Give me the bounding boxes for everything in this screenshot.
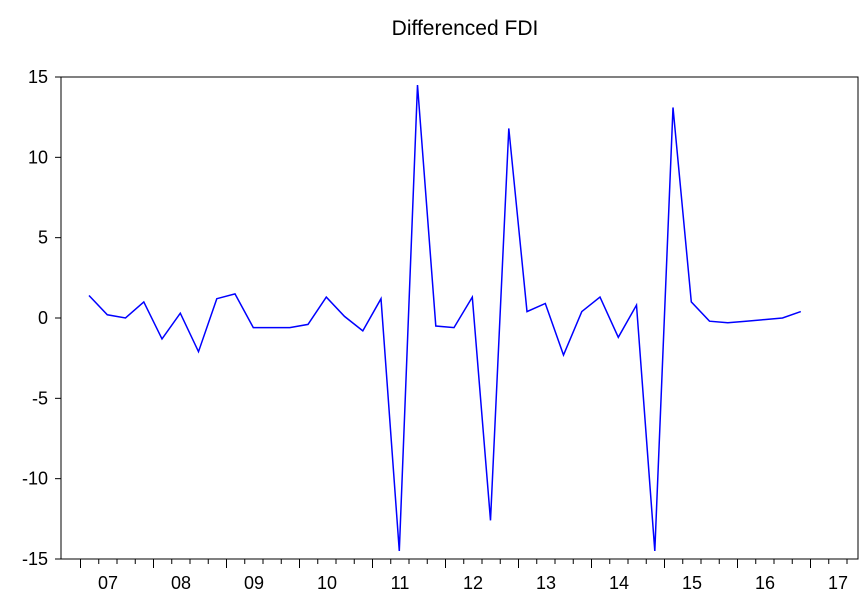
chart-title: Differenced FDI bbox=[391, 17, 539, 40]
y-axis: 15 10 5 0 -5 -10 -15 bbox=[22, 67, 61, 569]
x-tick-label: 09 bbox=[244, 573, 264, 593]
x-tick-label: 07 bbox=[98, 573, 118, 593]
x-tick-label: 16 bbox=[755, 573, 775, 593]
y-tick-label: -5 bbox=[32, 388, 48, 408]
y-tick-label: -15 bbox=[22, 549, 48, 569]
series-line bbox=[88, 84, 802, 552]
y-tick-label: -10 bbox=[22, 469, 48, 489]
x-tick-label: 12 bbox=[463, 573, 483, 593]
y-tick-label: 5 bbox=[38, 228, 48, 248]
x-tick-label: 15 bbox=[682, 573, 702, 593]
y-tick-label: 15 bbox=[28, 67, 48, 87]
x-axis: 07 08 09 10 11 12 13 14 15 16 17 bbox=[80, 559, 848, 593]
x-tick-label: 10 bbox=[317, 573, 337, 593]
x-tick-label: 17 bbox=[828, 573, 848, 593]
x-tick-label: 14 bbox=[609, 573, 629, 593]
x-tick-label: 13 bbox=[536, 573, 556, 593]
x-tick-label: 08 bbox=[171, 573, 191, 593]
y-tick-label: 0 bbox=[38, 308, 48, 328]
y-tick-label: 10 bbox=[28, 147, 48, 167]
x-tick-label: 11 bbox=[391, 573, 410, 593]
